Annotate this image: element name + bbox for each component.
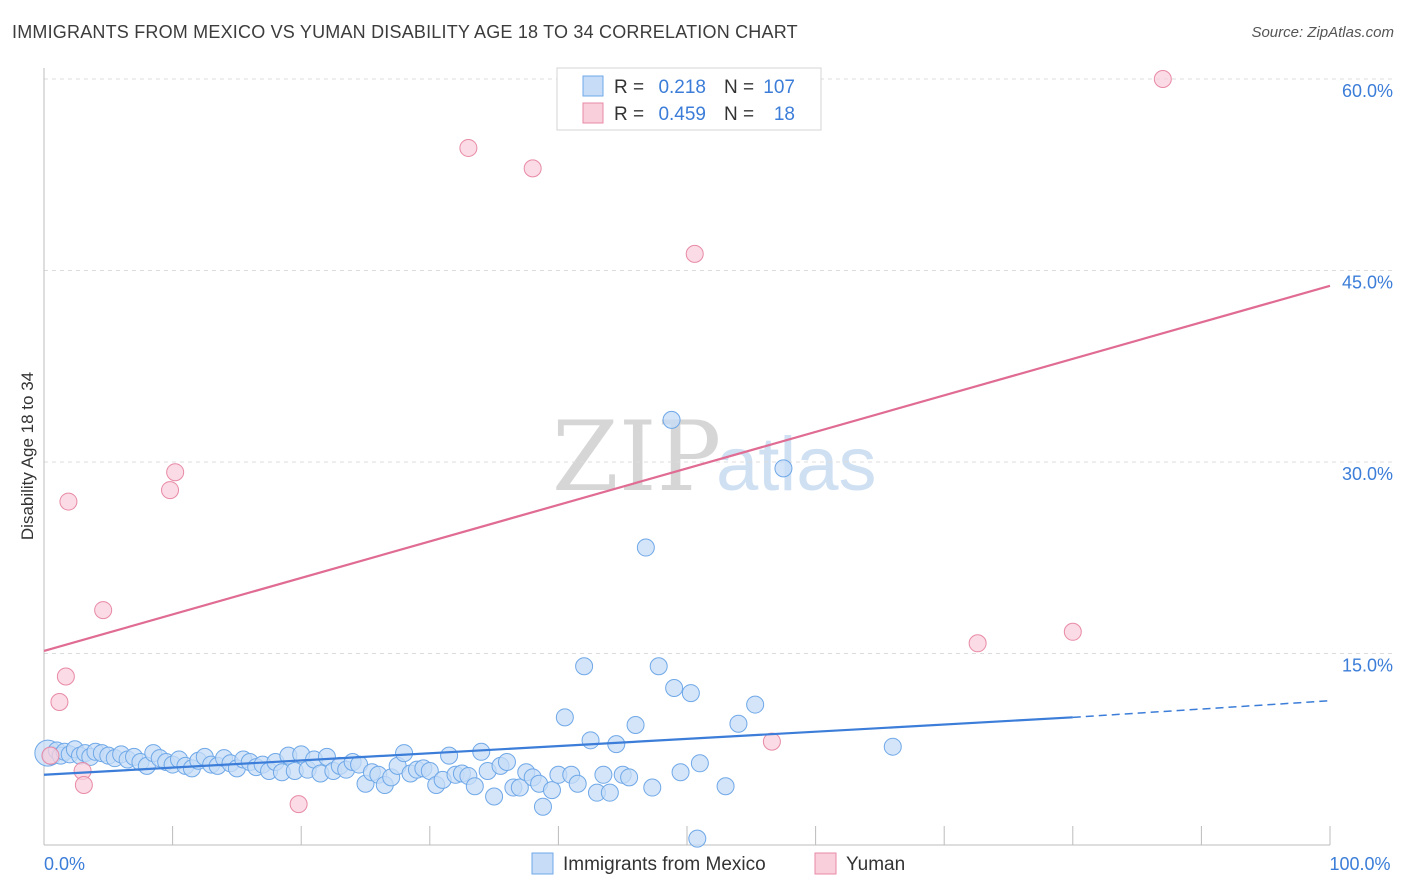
legend-swatch-mexico: [582, 75, 604, 97]
watermark-zip: ZIP: [552, 401, 721, 513]
mexico-point: [510, 778, 529, 797]
y-axis-title: Disability Age 18 to 34: [18, 372, 37, 540]
mexico-point: [555, 708, 574, 727]
yuman-point: [968, 634, 987, 653]
yuman-point: [74, 775, 93, 794]
mexico-point: [688, 829, 707, 848]
mexico-point: [440, 746, 459, 765]
zipatlas-watermark: ZIP atlas: [552, 401, 877, 513]
mexico-point: [472, 742, 491, 761]
mexico-point: [575, 657, 594, 676]
mexico-point: [620, 768, 639, 787]
mexico-point: [665, 678, 684, 697]
yuman-point: [41, 746, 60, 765]
mexico-point: [581, 731, 600, 750]
mexico-point: [649, 657, 668, 676]
mexico-point: [626, 715, 645, 734]
y-tick-label-60: 60.0%: [1342, 81, 1393, 101]
mexico-point: [883, 737, 902, 756]
yuman-point: [1063, 622, 1082, 641]
yuman-point: [161, 481, 180, 500]
y-tick-label-15: 15.0%: [1342, 656, 1393, 676]
legend-swatch-yuman: [582, 102, 604, 124]
mexico-point: [485, 787, 504, 806]
legend-r-value-mexico: 0.218: [658, 77, 706, 98]
legend-n-label-mexico: N =: [724, 77, 754, 98]
mexico-point: [600, 783, 619, 802]
yuman-point: [59, 492, 78, 511]
legend-r-label-mexico: R =: [614, 77, 644, 98]
mexico-point: [568, 774, 587, 793]
series-legend: Immigrants from Mexico Yuman: [531, 852, 905, 875]
x-tick-label-100: 100.0%: [1329, 854, 1390, 874]
mexico-point: [746, 695, 765, 714]
series-yuman-points: [41, 70, 1172, 814]
watermark-atlas: atlas: [716, 422, 877, 507]
yuman-point: [459, 138, 478, 157]
y-tick-labels: 15.0% 30.0% 45.0% 60.0%: [1342, 81, 1393, 676]
x-tick-label-0: 0.0%: [44, 854, 85, 874]
mexico-point: [729, 714, 748, 733]
mexico-point: [636, 538, 655, 557]
bottom-legend-label-mexico: Immigrants from Mexico: [563, 854, 766, 875]
mexico-point: [716, 777, 735, 796]
x-ticks: 0.0% 100.0%: [43, 826, 1391, 874]
yuman-point: [1153, 70, 1172, 88]
mexico-point: [395, 744, 414, 763]
mexico-point: [662, 410, 681, 429]
bottom-legend-swatch-yuman: [814, 852, 837, 875]
legend-n-value-mexico: 107: [763, 77, 795, 98]
legend-n-value-yuman: 18: [774, 104, 795, 125]
mexico-point: [690, 754, 709, 773]
mexico-point: [542, 781, 561, 800]
mexico-point: [774, 459, 793, 478]
y-tick-label-45: 45.0%: [1342, 273, 1393, 293]
bottom-legend-swatch-mexico: [531, 852, 554, 875]
mexico-point: [497, 753, 516, 772]
trend-line-mexico: [43, 716, 1073, 776]
mexico-point: [533, 797, 552, 816]
y-tick-label-30: 30.0%: [1342, 464, 1393, 484]
trend-line-mexico-extension: [1072, 699, 1331, 719]
correlation-legend: R = 0.218 N = 107 R = 0.459 N = 18: [556, 67, 822, 131]
source-credit: Source: ZipAtlas.com: [1251, 24, 1394, 41]
yuman-point: [762, 732, 781, 751]
mexico-point: [465, 777, 484, 796]
mexico-point: [594, 765, 613, 784]
yuman-point: [94, 601, 113, 620]
yuman-point: [523, 159, 542, 178]
mexico-point: [643, 778, 662, 797]
mexico-point: [681, 684, 700, 703]
yuman-point: [685, 244, 704, 263]
bottom-legend-label-yuman: Yuman: [846, 854, 905, 875]
legend-n-label-yuman: N =: [724, 104, 754, 125]
legend-r-value-yuman: 0.459: [658, 104, 706, 125]
yuman-point: [50, 693, 69, 712]
yuman-point: [56, 667, 75, 686]
trend-line-yuman: [43, 284, 1331, 653]
mexico-point: [671, 763, 690, 782]
yuman-point: [166, 463, 185, 482]
chart-title: IMMIGRANTS FROM MEXICO VS YUMAN DISABILI…: [12, 22, 798, 42]
gridlines: [44, 78, 1392, 654]
trend-lines: [43, 284, 1331, 776]
legend-r-label-yuman: R =: [614, 104, 644, 125]
yuman-point: [289, 795, 308, 814]
